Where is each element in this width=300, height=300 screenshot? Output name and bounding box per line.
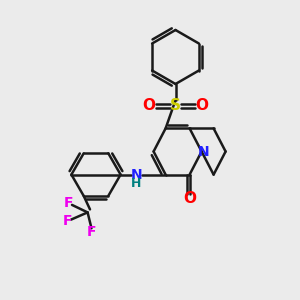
Text: O: O xyxy=(195,98,208,113)
Text: F: F xyxy=(64,196,73,210)
Text: N: N xyxy=(131,168,142,182)
Text: F: F xyxy=(63,214,72,228)
Text: H: H xyxy=(131,177,142,190)
Text: O: O xyxy=(183,191,196,206)
Text: F: F xyxy=(87,226,96,239)
Text: N: N xyxy=(198,145,210,158)
Text: O: O xyxy=(142,98,156,113)
Text: S: S xyxy=(170,98,181,113)
